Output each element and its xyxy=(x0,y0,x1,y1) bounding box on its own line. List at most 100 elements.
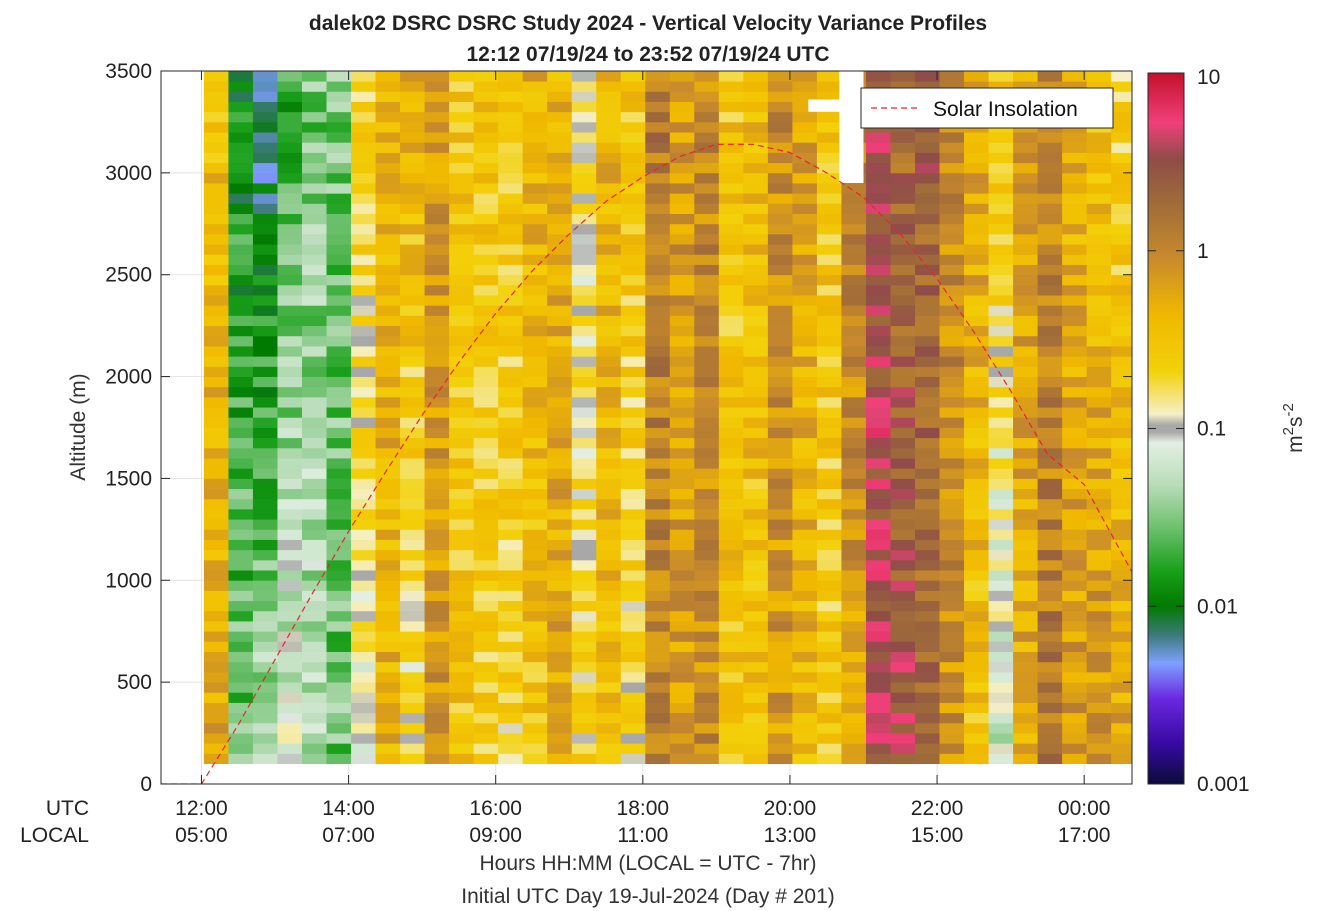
heatmap-cell xyxy=(1258,713,1283,724)
heatmap-cell xyxy=(252,193,278,204)
heatmap-cell xyxy=(252,641,278,652)
heatmap-cell xyxy=(669,661,695,673)
heatmap-cell xyxy=(939,274,965,286)
heatmap-cell xyxy=(890,559,916,571)
heatmap-cell xyxy=(547,559,573,571)
heatmap-cell xyxy=(498,437,524,449)
heatmap-cell xyxy=(620,213,646,225)
heatmap-cell xyxy=(841,447,867,459)
heatmap-cell xyxy=(718,101,744,113)
heatmap-cell xyxy=(890,529,916,540)
heatmap-cell xyxy=(301,621,327,632)
heatmap-cell xyxy=(400,295,425,306)
heatmap-cell xyxy=(939,71,965,82)
heatmap-cell xyxy=(301,386,327,398)
heatmap-cell xyxy=(1013,183,1038,194)
heatmap-cell xyxy=(620,682,646,693)
heatmap-cell xyxy=(816,376,842,388)
heatmap-cell xyxy=(816,91,842,102)
heatmap-cell xyxy=(277,478,303,490)
heatmap-cell xyxy=(1086,478,1112,490)
heatmap-cell xyxy=(547,366,573,377)
heatmap-cell xyxy=(277,162,303,174)
heatmap-cell xyxy=(694,264,720,276)
heatmap-cell xyxy=(571,244,597,255)
heatmap-cell xyxy=(424,132,450,143)
heatmap-cell xyxy=(1209,713,1234,724)
heatmap-cell xyxy=(301,692,327,703)
heatmap-cell xyxy=(841,213,867,225)
heatmap-cell xyxy=(915,203,940,214)
heatmap-cell xyxy=(767,671,793,683)
heatmap-cell xyxy=(547,142,573,153)
heatmap-cell xyxy=(522,743,548,754)
heatmap-cell xyxy=(669,427,695,439)
heatmap-cell xyxy=(424,101,450,113)
heatmap-cell xyxy=(792,702,818,714)
heatmap-cell xyxy=(620,722,646,734)
heatmap-cell xyxy=(988,233,1014,245)
heatmap-cell xyxy=(816,121,842,133)
heatmap-cell xyxy=(964,335,989,347)
heatmap-cell xyxy=(1111,295,1132,306)
heatmap-cell xyxy=(1013,295,1038,306)
heatmap-cell xyxy=(400,346,425,357)
heatmap-cell xyxy=(424,233,450,245)
heatmap-cell xyxy=(400,712,425,724)
heatmap-cell xyxy=(1185,132,1210,143)
heatmap-cell xyxy=(620,590,646,602)
heatmap-cell xyxy=(203,539,229,551)
heatmap-cell xyxy=(694,295,720,306)
heatmap-cell xyxy=(915,315,940,327)
heatmap-cell xyxy=(498,274,524,286)
heatmap-cell xyxy=(841,712,867,724)
heatmap-cell xyxy=(1185,692,1210,703)
heatmap-cell xyxy=(1209,173,1234,184)
heatmap-cell xyxy=(473,315,499,327)
heatmap-cell xyxy=(351,488,376,500)
heatmap-cell xyxy=(252,702,278,714)
heatmap-cell xyxy=(301,356,327,367)
heatmap-cell xyxy=(816,81,842,92)
heatmap-cell xyxy=(718,478,744,490)
heatmap-cell xyxy=(915,172,940,184)
heatmap-cell xyxy=(1013,488,1038,500)
heatmap-cell xyxy=(939,183,965,194)
heatmap-cell xyxy=(964,478,989,490)
heatmap-cell xyxy=(939,539,965,551)
heatmap-cell xyxy=(1209,326,1234,337)
heatmap-cell xyxy=(915,610,940,622)
heatmap-cell xyxy=(718,315,744,327)
heatmap-cell xyxy=(1258,550,1283,561)
heatmap-cell xyxy=(449,580,475,591)
heatmap-cell xyxy=(547,376,573,388)
heatmap-cell xyxy=(1086,427,1112,439)
heatmap-cell xyxy=(890,549,916,561)
heatmap-cell xyxy=(620,335,646,347)
heatmap-cell xyxy=(841,753,867,765)
heatmap-cell xyxy=(351,621,376,632)
heatmap-cell xyxy=(473,651,499,663)
heatmap-cell xyxy=(915,386,940,398)
heatmap-cell xyxy=(1111,376,1132,388)
heatmap-cell xyxy=(301,71,327,82)
heatmap-cell xyxy=(473,559,499,571)
heatmap-cell xyxy=(645,682,671,693)
heatmap-cell xyxy=(400,366,425,377)
heatmap-cell xyxy=(988,519,1014,530)
heatmap-cell xyxy=(718,396,744,408)
heatmap-cell xyxy=(939,427,965,439)
heatmap-cell xyxy=(964,549,989,561)
heatmap-cell xyxy=(743,142,769,153)
heatmap-cell xyxy=(203,733,229,744)
heatmap-cell xyxy=(351,519,376,530)
heatmap-cell xyxy=(1086,183,1112,194)
heatmap-cell xyxy=(252,508,278,520)
heatmap-cell xyxy=(1258,214,1283,225)
heatmap-cell xyxy=(767,407,793,418)
heatmap-cell xyxy=(1111,682,1132,693)
heatmap-cell xyxy=(424,702,450,714)
heatmap-cell xyxy=(203,478,229,490)
heatmap-cell xyxy=(1209,163,1234,174)
heatmap-cell xyxy=(375,468,401,479)
